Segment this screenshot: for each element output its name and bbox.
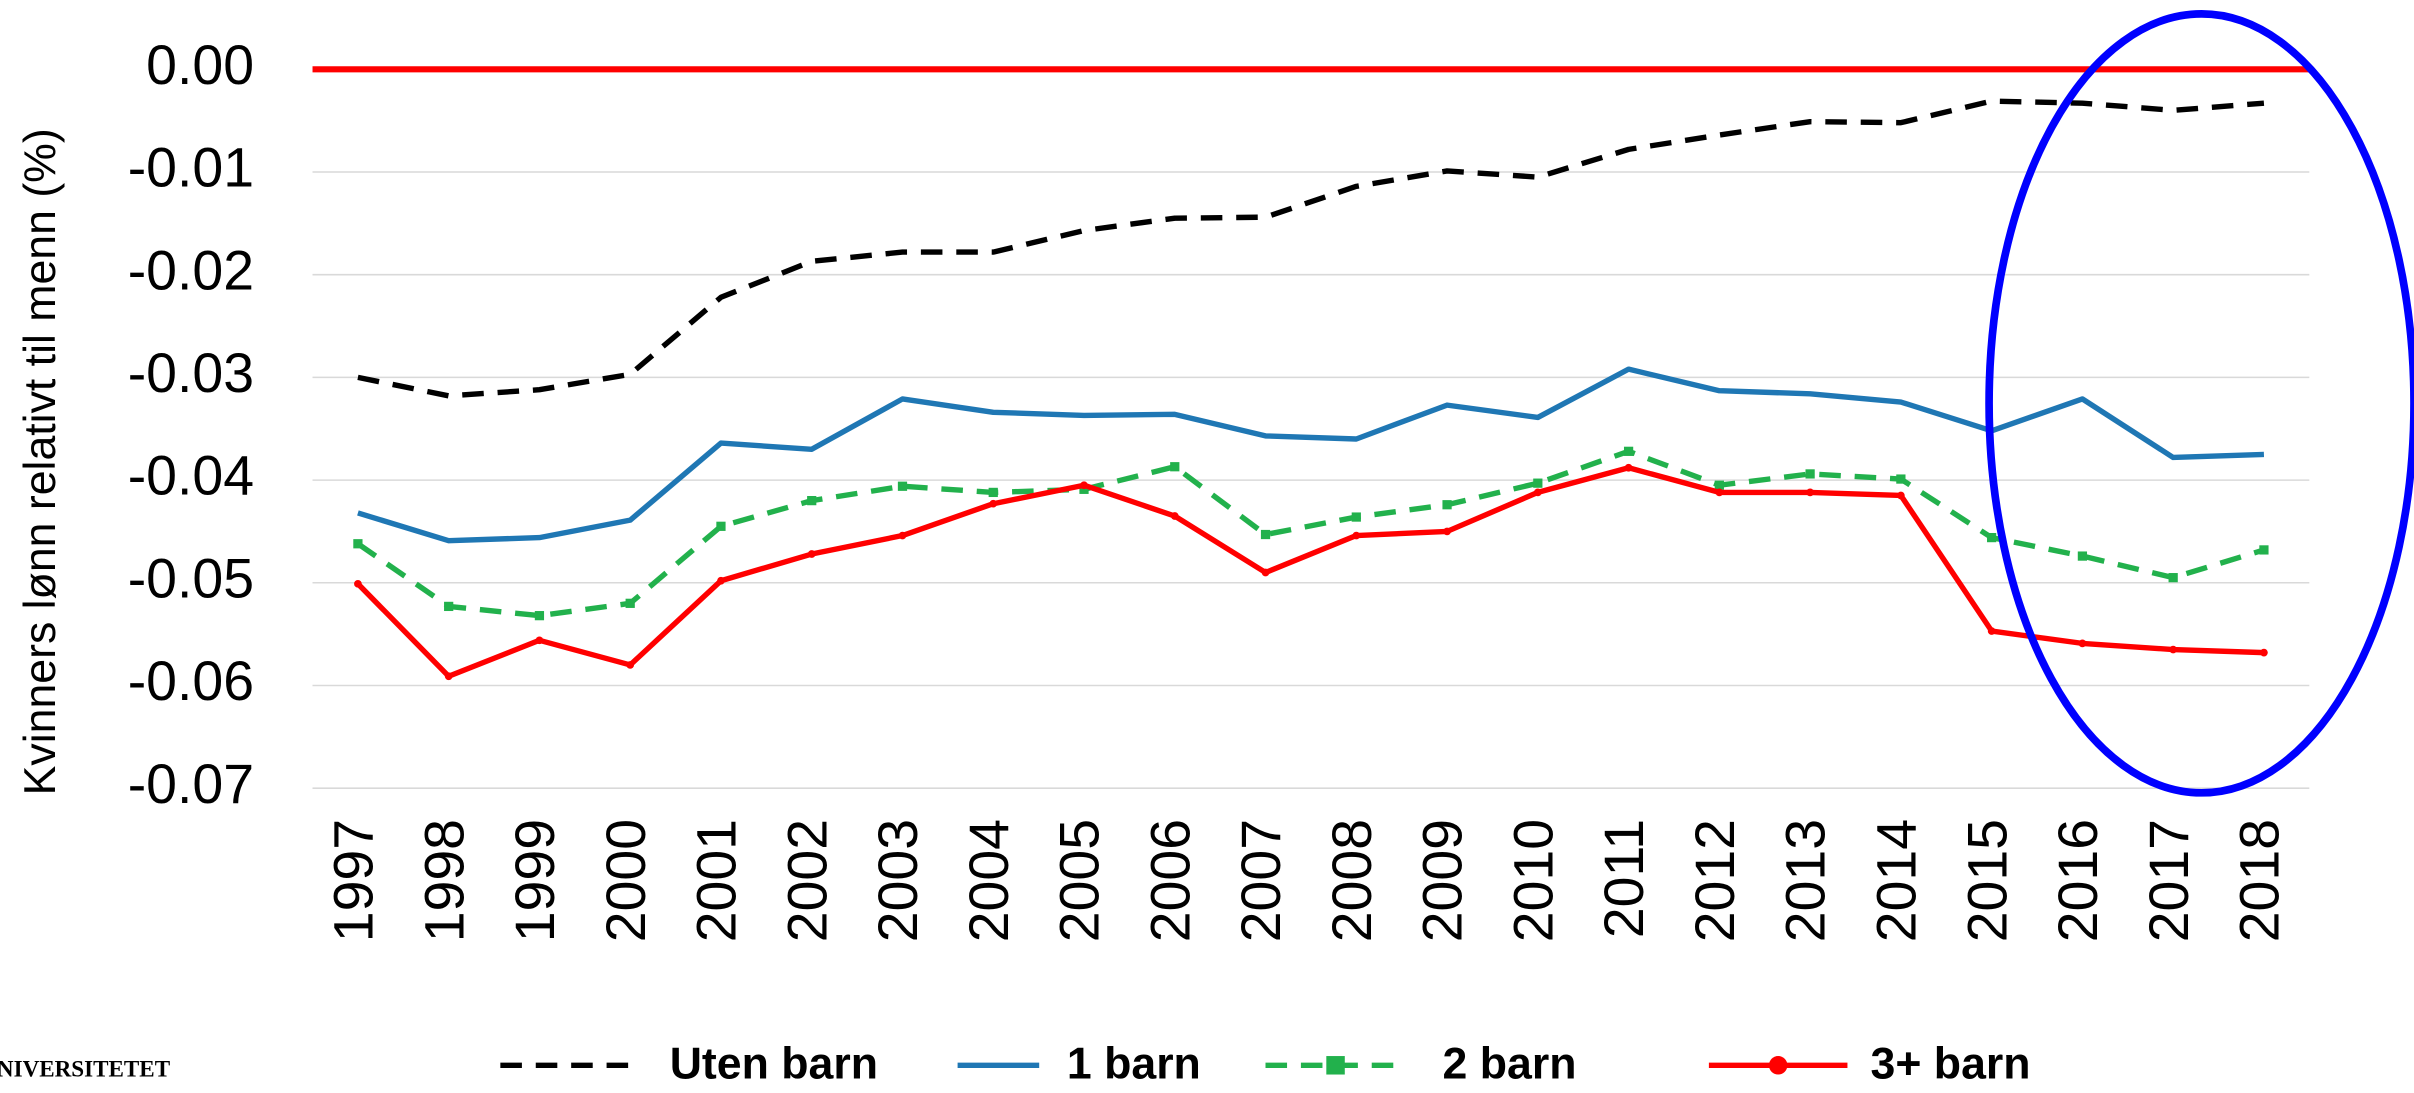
marker: [1715, 488, 1724, 497]
x-tick-label: 2014: [1866, 819, 1928, 942]
marker: [444, 672, 453, 681]
marker: [1623, 446, 1634, 456]
marker: [2169, 645, 2178, 654]
marker: [1896, 474, 1906, 484]
marker: [1443, 527, 1451, 536]
marker: [1079, 484, 1089, 494]
y-axis-title: Kvinners lønn relativt til menn (%): [16, 128, 65, 795]
x-tick-label: 2006: [1139, 819, 1201, 942]
y-tick-label: -0.03: [128, 342, 254, 404]
marker: [2078, 639, 2087, 648]
x-tick-label: 2008: [1321, 819, 1383, 942]
marker: [1351, 512, 1361, 522]
x-tick-label: 2000: [595, 819, 657, 942]
logo-text: NIVERSITETET: [0, 1056, 171, 1082]
marker: [1805, 469, 1815, 479]
marker: [989, 499, 998, 508]
y-tick-label: -0.01: [128, 137, 254, 199]
x-tick-label: 2012: [1684, 819, 1746, 942]
y-tick-label: -0.05: [128, 547, 254, 609]
y-tick-label: -0.07: [128, 753, 254, 815]
grid: [312, 68, 2310, 789]
legend-marker: [1768, 1056, 1788, 1075]
x-tick-label: 2018: [2229, 819, 2291, 942]
marker: [444, 601, 454, 612]
marker: [1261, 568, 1270, 577]
series-line: [356, 448, 2265, 619]
marker: [1897, 491, 1905, 500]
marker: [988, 487, 998, 498]
marker: [2259, 545, 2269, 555]
marker: [717, 576, 725, 585]
marker: [354, 579, 362, 588]
x-tick-label: 2004: [958, 819, 1020, 942]
x-tick-label: 2015: [1956, 819, 2018, 942]
legend-label: Uten barn: [670, 1040, 878, 1089]
y-tick-label: -0.02: [128, 239, 254, 301]
marker: [1080, 481, 1088, 490]
series-line: [355, 465, 2265, 679]
highlight-ellipse: [1985, 10, 2414, 797]
marker: [1624, 463, 1633, 472]
legend-label: 1 barn: [1067, 1040, 1201, 1089]
marker: [1533, 478, 1543, 488]
x-tick-label: 2007: [1230, 819, 1292, 942]
marker: [1806, 488, 1814, 497]
marker: [1987, 532, 1997, 543]
marker: [1533, 488, 1542, 497]
x-tick-label: 2001: [686, 819, 748, 942]
marker: [1352, 531, 1361, 540]
series-line: [357, 366, 2265, 544]
x-tick-label: 2002: [776, 819, 838, 942]
marker: [807, 496, 817, 506]
marker: [1987, 627, 1996, 635]
marker: [535, 636, 544, 645]
marker: [898, 531, 907, 540]
legend-label: 3+ barn: [1871, 1040, 2031, 1089]
x-tick-label: 1999: [504, 819, 566, 942]
marker: [2077, 551, 2088, 561]
x-tick-label: 2017: [2138, 819, 2200, 942]
x-tick-label: 2005: [1049, 819, 1111, 942]
x-tick-label: 1998: [413, 819, 475, 942]
marker: [2260, 648, 2268, 657]
marker: [353, 539, 363, 549]
marker: [625, 598, 635, 608]
marker: [1442, 500, 1452, 510]
x-tick-label: 2011: [1593, 819, 1655, 938]
lines: [312, 66, 2310, 681]
x-tick-label: 2016: [2047, 819, 2109, 942]
legend-label: 2 barn: [1443, 1040, 1577, 1089]
series-line: [357, 98, 2265, 399]
marker: [1170, 512, 1179, 520]
marker: [2168, 573, 2178, 583]
x-tick-label: 1997: [323, 819, 385, 942]
marker: [897, 481, 908, 491]
x-tick-label: 2010: [1502, 819, 1564, 942]
marker: [534, 611, 545, 621]
marker: [716, 521, 726, 531]
labels: 0.00 -0.01 -0.02 -0.03 -0.04 -0.05 -0.06 -0.07 1…: [128, 34, 2291, 1089]
x-tick-label: 2009: [1412, 819, 1474, 942]
marker: [626, 661, 635, 669]
marker: [807, 550, 816, 558]
legend-marker: [1326, 1056, 1345, 1075]
y-tick-label: 0.00: [146, 34, 254, 96]
marker: [1170, 462, 1180, 472]
y-tick-label: -0.04: [128, 445, 254, 507]
marker: [1714, 480, 1724, 490]
x-tick-label: 2003: [867, 819, 929, 942]
y-tick-label: -0.06: [128, 650, 254, 712]
marker: [1260, 529, 1271, 540]
x-tick-label: 2013: [1775, 819, 1837, 942]
